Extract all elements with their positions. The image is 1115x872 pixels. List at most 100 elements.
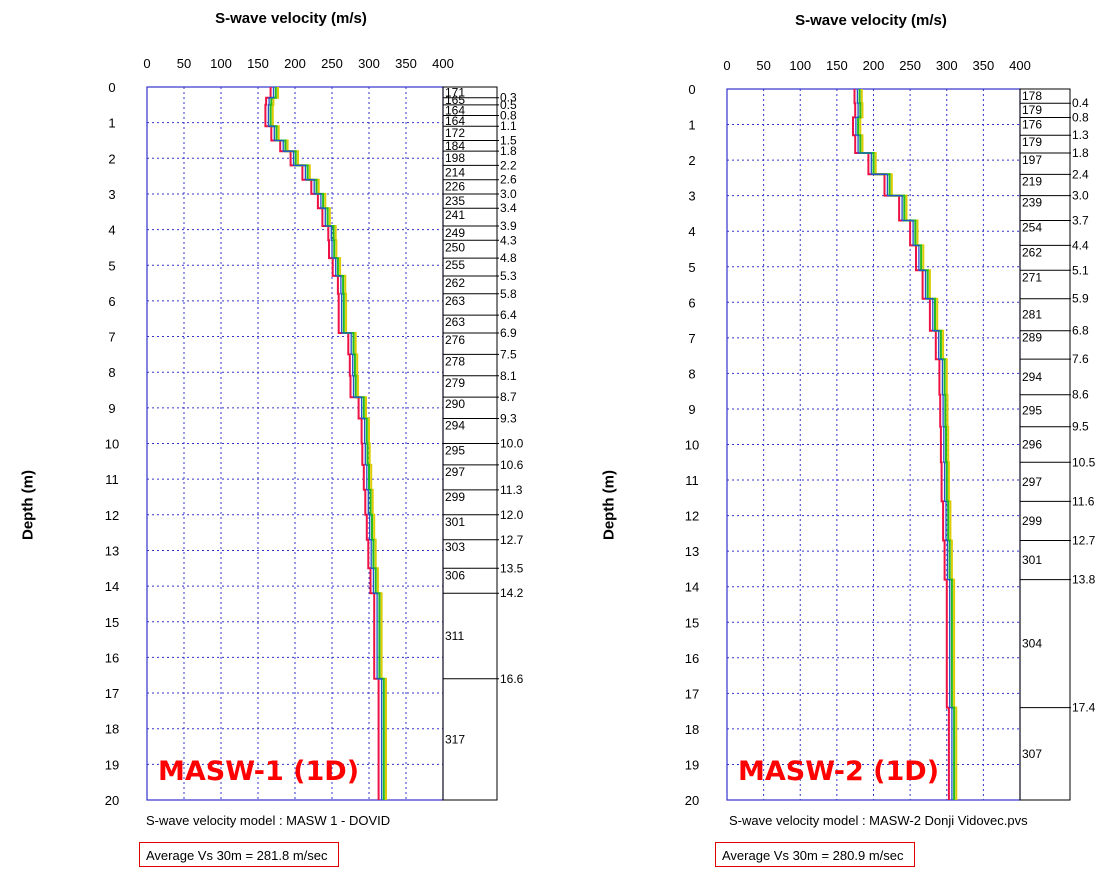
x-tick-label: 150 [826, 58, 848, 73]
layer-velocity-label: 262 [1022, 245, 1042, 259]
layer-boundary-label: 1.5 [500, 133, 517, 147]
layer-boundary-label: 4.4 [1072, 238, 1089, 252]
layer-boundary-label: 3.0 [500, 187, 517, 201]
y-tick-label: 12 [685, 509, 699, 524]
layer-velocity-label: 197 [1022, 153, 1042, 167]
layer-velocity-label: 171 [445, 86, 465, 100]
layer-velocity-label: 279 [445, 376, 465, 390]
layer-velocity-label: 307 [1022, 747, 1042, 761]
y-tick-label: 1 [688, 118, 695, 133]
x-tick-label: 200 [863, 58, 885, 73]
x-tick-label: 400 [432, 56, 454, 71]
x-tick-label: 400 [1009, 58, 1031, 73]
layer-velocity-label: 241 [445, 208, 465, 222]
y-tick-label: 19 [685, 757, 699, 772]
layer-boundary-label: 3.9 [500, 219, 517, 233]
layer-velocity-label: 164 [445, 104, 465, 118]
profile-label: MASW-1 (1D) [158, 756, 360, 787]
y-tick-label: 2 [688, 153, 695, 168]
average-vs-box: Average Vs 30m = 281.8 m/sec [139, 842, 339, 867]
x-tick-label: 50 [756, 58, 770, 73]
y-tick-label: 10 [685, 438, 699, 453]
y-tick-label: 11 [685, 473, 699, 488]
layer-velocity-label: 295 [445, 444, 465, 458]
x-tick-label: 300 [358, 56, 380, 71]
layer-velocity-label: 271 [1022, 270, 1042, 284]
layer-boundary-label: 0.8 [500, 109, 517, 123]
layer-velocity-label: 296 [1022, 438, 1042, 452]
x-tick-label: 0 [143, 56, 150, 71]
layer-velocity-label: 301 [1022, 553, 1042, 567]
y-tick-label: 14 [685, 580, 699, 595]
velocity-profile-trace-red [264, 87, 380, 800]
y-tick-label: 13 [105, 543, 119, 558]
y-tick-label: 4 [688, 224, 695, 239]
layer-velocity-label: 198 [445, 151, 465, 165]
x-tick-label: 100 [210, 56, 232, 71]
layer-boundary-label: 12.7 [1072, 533, 1096, 547]
layer-boundary-label: 8.7 [500, 390, 517, 404]
y-tick-label: 6 [688, 295, 695, 310]
layer-velocity-label: 263 [445, 315, 465, 329]
x-tick-label: 300 [936, 58, 958, 73]
layer-boundary-label: 4.8 [500, 251, 517, 265]
layer-velocity-label: 289 [1022, 331, 1042, 345]
layer-boundary-label: 13.8 [1072, 573, 1096, 587]
layer-velocity-label: 176 [1022, 117, 1042, 131]
layer-velocity-label: 184 [445, 139, 465, 153]
y-tick-label: 17 [685, 686, 699, 701]
layer-boundary-label: 10.6 [500, 458, 524, 472]
x-tick-label: 200 [284, 56, 306, 71]
layer-boundary-label: 2.6 [500, 173, 517, 187]
chart-panel-1: S-wave velocity (m/s) Depth (m) 0 50 100 15… [0, 0, 557, 872]
layer-boundary-label: 3.7 [1072, 214, 1089, 228]
y-tick-label: 5 [688, 260, 695, 275]
layer-boundary-label: 9.3 [500, 412, 517, 426]
y-tick-label: 3 [108, 187, 115, 202]
chart-title: S-wave velocity (m/s) [215, 10, 367, 27]
y-tick-label: 10 [105, 437, 119, 452]
y-tick-label: 20 [685, 793, 699, 808]
layer-boundary-label: 2.4 [1072, 167, 1089, 181]
layer-velocity-label: 294 [1022, 370, 1042, 384]
layer-velocity-label: 164 [445, 114, 465, 128]
chart-title: S-wave velocity (m/s) [795, 12, 947, 29]
layer-boundary-label: 0.3 [500, 91, 517, 105]
layer-boundary-label: 5.3 [500, 269, 517, 283]
layer-velocity-label: 306 [445, 568, 465, 582]
y-tick-label: 4 [108, 223, 115, 238]
layer-velocity-label: 239 [1022, 196, 1042, 210]
layer-boundary-label: 9.5 [1072, 420, 1089, 434]
layer-velocity-label: 178 [1022, 89, 1042, 103]
layer-velocity-label: 262 [445, 276, 465, 290]
layer-velocity-label: 235 [445, 194, 465, 208]
y-tick-label: 5 [108, 258, 115, 273]
y-tick-label: 16 [105, 650, 119, 665]
layer-boundary-label: 5.1 [1072, 263, 1089, 277]
x-tick-label: 150 [247, 56, 269, 71]
y-tick-label: 8 [108, 365, 115, 380]
layer-velocity-label: 219 [1022, 174, 1042, 188]
layer-velocity-label: 295 [1022, 404, 1042, 418]
velocity-profile-chart: 0 50 100 150 200 250 300 350 4000123456789101112… [105, 56, 524, 808]
layer-velocity-label: 255 [445, 258, 465, 272]
velocity-profile-trace-green [269, 87, 385, 800]
layer-velocity-label: 297 [445, 465, 465, 479]
layer-boundary-label: 10.5 [1072, 455, 1096, 469]
layer-boundary-label: 16.6 [500, 672, 524, 686]
layer-velocity-label: 179 [1022, 103, 1042, 117]
x-tick-label: 250 [899, 58, 921, 73]
layer-velocity-label: 311 [445, 629, 464, 643]
layer-velocity-label: 250 [445, 240, 465, 254]
y-tick-label: 15 [105, 615, 119, 630]
y-tick-label: 11 [105, 472, 119, 487]
layer-boundary-label: 8.6 [1072, 388, 1089, 402]
y-tick-label: 3 [688, 189, 695, 204]
layer-boundary-label: 11.3 [500, 483, 523, 497]
layer-column [1019, 88, 1071, 801]
y-tick-label: 17 [105, 686, 119, 701]
layer-boundary-label: 12.0 [500, 508, 524, 522]
x-tick-label: 50 [177, 56, 191, 71]
layer-boundary-label: 5.8 [500, 287, 517, 301]
layer-velocity-label: 299 [1022, 514, 1042, 528]
